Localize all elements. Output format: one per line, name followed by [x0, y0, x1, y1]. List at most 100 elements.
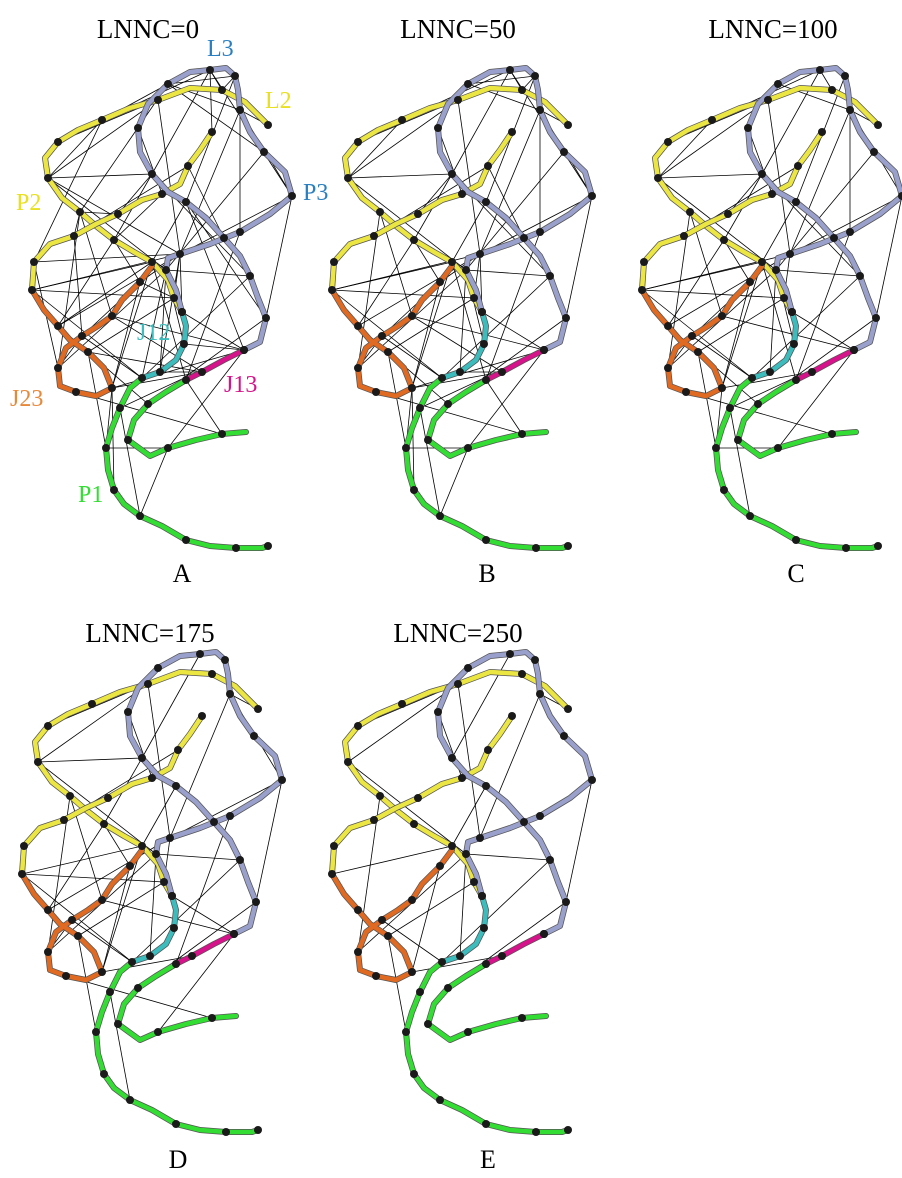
- contact-edge: [487, 165, 525, 239]
- nucleotide-node: [448, 842, 456, 850]
- nucleotide-node: [870, 148, 878, 156]
- nucleotide-node: [518, 86, 526, 94]
- contact-edges: [641, 69, 902, 517]
- region-label-l3: L3: [207, 36, 234, 62]
- contact-edge: [479, 195, 593, 255]
- contact-edge: [411, 315, 503, 373]
- nucleotide-node: [788, 308, 796, 316]
- contact-edge: [77, 881, 165, 937]
- nucleotide-node: [288, 192, 296, 200]
- contact-edge: [875, 195, 902, 319]
- nucleotide-node: [708, 116, 716, 124]
- nucleotide-node: [540, 930, 548, 938]
- contact-edge: [411, 387, 415, 491]
- contact-edge: [171, 895, 235, 935]
- nucleotide-node: [498, 368, 506, 376]
- nucleotide-node: [436, 512, 444, 520]
- nucleotide-node: [182, 376, 190, 384]
- contact-edge: [721, 281, 751, 389]
- nucleotide-node: [726, 404, 734, 412]
- nucleotide-node: [98, 896, 106, 904]
- nucleotide-node: [384, 932, 392, 940]
- backbone-outline-p3: [745, 65, 902, 353]
- contact-edge: [139, 447, 169, 517]
- contact-edge: [185, 379, 223, 435]
- contact-edge: [347, 99, 459, 179]
- contact-edge: [109, 991, 131, 1101]
- contact-edge: [31, 289, 175, 299]
- contact-edge: [255, 779, 283, 903]
- contact-edge: [111, 371, 203, 389]
- nucleotide-node: [664, 364, 672, 372]
- contact-edge: [47, 177, 167, 271]
- contact-edge: [181, 311, 245, 351]
- nucleotide-node: [546, 856, 554, 864]
- nucleotide-node: [518, 430, 526, 438]
- contact-edge: [73, 211, 81, 237]
- contact-edge: [113, 193, 163, 241]
- contact-edge: [467, 75, 536, 85]
- backbone-j13: [183, 347, 247, 383]
- nucleotide-node: [520, 818, 528, 826]
- nucleotide-node: [424, 436, 432, 444]
- nucleotide-node: [218, 430, 226, 438]
- nucleotide-node: [176, 250, 184, 258]
- contact-edge: [111, 261, 153, 389]
- nucleotide-node: [170, 924, 178, 932]
- contact-edge: [167, 83, 241, 111]
- contact-edge: [141, 275, 251, 379]
- nucleotide-node: [148, 170, 156, 178]
- nucleotide-node: [126, 1096, 134, 1104]
- backbone-p1b: [115, 961, 239, 1043]
- contact-edge: [73, 235, 83, 337]
- nucleotide-node: [236, 106, 244, 114]
- nucleotide-node: [98, 968, 106, 976]
- contact-edge: [357, 253, 481, 327]
- nucleotide-node: [754, 400, 762, 408]
- nucleotide-node: [454, 96, 462, 104]
- contact-edge: [47, 823, 105, 911]
- contact-edge: [57, 253, 181, 327]
- nucleotide-node: [114, 210, 122, 218]
- panels-layer: LNNC=0 A LNNC=50 B LNNC=100 C LNNC=175 D LNNC=25…: [18, 14, 902, 1174]
- contact-edge: [87, 351, 203, 373]
- nucleotide-node: [464, 1028, 472, 1036]
- nucleotide-node: [376, 792, 384, 800]
- nucleotide-node: [794, 162, 802, 170]
- nucleotide-node: [172, 782, 180, 790]
- nucleotide-node: [680, 232, 688, 240]
- nucleotide-node: [226, 690, 234, 698]
- contact-edge: [411, 865, 441, 973]
- nucleotide-node: [246, 272, 254, 280]
- backbone-j12: [129, 893, 179, 965]
- contact-edge: [47, 173, 153, 179]
- nucleotide-node: [414, 794, 422, 802]
- nucleotide-node: [436, 862, 444, 870]
- nucleotide-node: [872, 314, 880, 322]
- nucleotide-node: [846, 106, 854, 114]
- nucleotide-node: [758, 258, 766, 266]
- contact-edge: [87, 351, 107, 449]
- nucleotide-node: [126, 862, 134, 870]
- contact-edge: [697, 297, 785, 353]
- contact-edge: [347, 119, 403, 179]
- contact-edge: [769, 269, 777, 373]
- nucleotide-node: [198, 712, 206, 720]
- contact-edge: [457, 99, 481, 255]
- nucleotide-node: [114, 1020, 122, 1028]
- nucleotide-node: [410, 486, 418, 494]
- nucleotide-node: [808, 368, 816, 376]
- nucleotide-node: [154, 1028, 162, 1036]
- nucleotide-node: [184, 162, 192, 170]
- nucleotide-node: [344, 758, 352, 766]
- nucleotide-node: [72, 388, 80, 396]
- contact-edge: [347, 683, 459, 763]
- nucleotide-node: [456, 952, 464, 960]
- nucleotide-node: [54, 138, 62, 146]
- panel-letter-b: B: [478, 559, 495, 588]
- panel-a: [28, 65, 296, 552]
- nucleotide-node: [182, 536, 190, 544]
- nucleotide-node: [166, 834, 174, 842]
- nucleotide-node: [482, 960, 490, 968]
